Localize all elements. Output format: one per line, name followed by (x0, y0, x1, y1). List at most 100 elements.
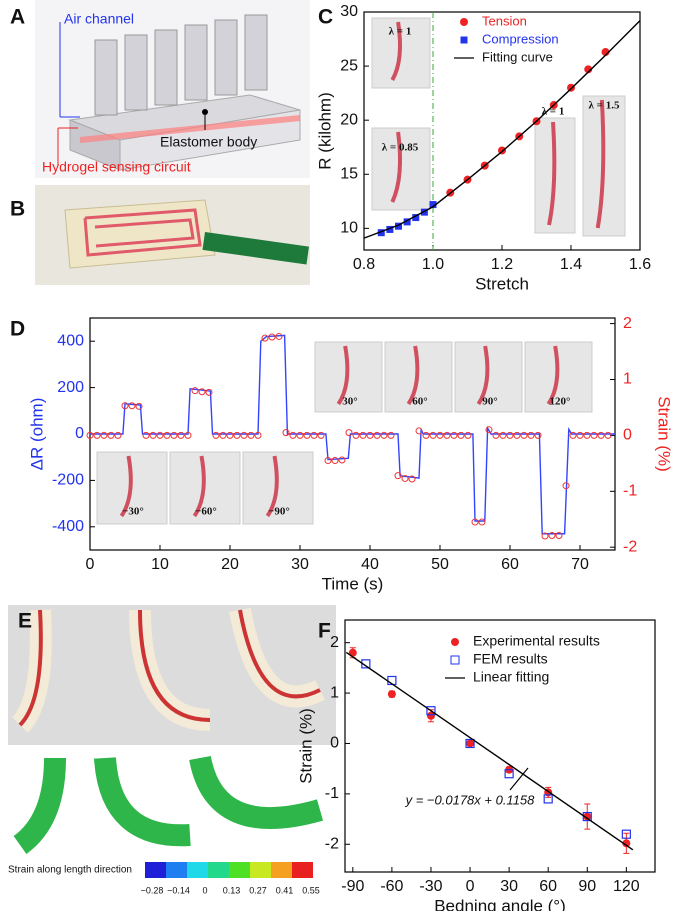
point (241, 432, 247, 438)
x-tick-label: 0 (86, 556, 95, 573)
annotation: −60° (195, 506, 217, 518)
point (493, 432, 499, 438)
legend-swatch (451, 638, 459, 646)
point (570, 432, 576, 438)
point (423, 432, 429, 438)
point (437, 432, 443, 438)
colorbar-label: Strain along length direction (8, 865, 132, 876)
y-tick-label: -400 (52, 518, 84, 535)
colorbar-tick-label: 0.13 (223, 885, 241, 895)
legend-label: Linear fitting (473, 669, 549, 685)
point (227, 432, 233, 438)
x-tick-label: 40 (361, 556, 379, 573)
legend-entry: Experimental results (451, 633, 600, 649)
x-tick-label: 90 (578, 878, 596, 895)
x-tick-label: 10 (151, 556, 169, 573)
annotation: λ = 1.5 (589, 100, 620, 112)
colorbar-tick-label: 0.27 (249, 885, 267, 895)
x-axis-label: Bedning angle (°) (434, 896, 566, 911)
panel-label: A (10, 6, 25, 29)
x-tick-label: 20 (221, 556, 239, 573)
point (94, 432, 100, 438)
annotation: 60° (412, 396, 427, 408)
y-tick-label: 200 (57, 379, 84, 396)
legend-label: Fitting curve (482, 49, 553, 64)
point (528, 432, 534, 438)
point (521, 432, 527, 438)
y-tick-label: 0 (75, 425, 84, 442)
annotation: λ = 0.85 (382, 142, 419, 154)
legend-label: FEM results (473, 651, 548, 667)
legend-label: Compression (482, 31, 559, 46)
point (465, 432, 471, 438)
y2-tick-label: 2 (623, 315, 632, 332)
y-tick-label: 400 (57, 332, 84, 349)
y-tick-label: 2 (330, 634, 339, 651)
annotation: 30° (342, 396, 357, 408)
point (444, 432, 450, 438)
annotation: Hydrogel sensing circuit (42, 159, 191, 175)
panel-b-image (35, 185, 310, 285)
x-tick-label: 1.6 (629, 256, 651, 273)
y-axis-label: ΔR (ohm) (27, 398, 46, 471)
legend-entry: Compression (461, 31, 559, 46)
point (290, 432, 296, 438)
x-tick-label: 60 (501, 556, 519, 573)
y2-tick-label: -2 (623, 538, 637, 555)
x-axis-label: Stretch (475, 274, 529, 293)
legend-label: Experimental results (473, 633, 600, 649)
point (339, 457, 345, 463)
colorbar-tick-label: −0.28 (141, 885, 164, 895)
figure: A Air channel Elastomer body Hydrogel se… (0, 0, 676, 911)
x-tick-label: 120 (613, 878, 640, 895)
x-tick-label: -30 (419, 878, 442, 895)
x-tick-label: 1.2 (491, 256, 513, 273)
point (220, 432, 226, 438)
x-tick-label: -90 (341, 878, 364, 895)
y-tick-label: 10 (340, 220, 358, 237)
point (353, 432, 359, 438)
point (374, 432, 380, 438)
colorbar-tick-label: −0.14 (167, 885, 190, 895)
point (388, 432, 394, 438)
point (360, 432, 366, 438)
y-axis-label: R (kilohm) (315, 92, 334, 169)
legend-swatch (461, 37, 468, 44)
point (388, 690, 396, 698)
point (101, 432, 107, 438)
point (430, 432, 436, 438)
point (591, 432, 597, 438)
colorbar-tick-label: 0.55 (302, 885, 320, 895)
point (318, 432, 324, 438)
legend-entry: Tension (460, 13, 527, 28)
x-tick-label: 60 (539, 878, 557, 895)
point (283, 430, 289, 436)
y-tick-label: -2 (325, 835, 339, 852)
annotation: 90° (482, 396, 497, 408)
x-tick-label: -60 (380, 878, 403, 895)
point (500, 432, 506, 438)
y2-tick-label: 1 (623, 371, 632, 388)
annotation: Elastomer body (160, 134, 257, 150)
annotation: y = −0.0178x + 0.1158 (405, 792, 536, 807)
y-tick-label: 0 (330, 735, 339, 752)
point (311, 432, 317, 438)
point (466, 739, 474, 747)
point (584, 432, 590, 438)
y2-tick-label: -1 (623, 483, 637, 500)
point (171, 432, 177, 438)
point (297, 432, 303, 438)
colorbar (145, 862, 313, 878)
point (458, 432, 464, 438)
panel-label: E (18, 610, 32, 633)
legend-entry: Fitting curve (454, 49, 553, 64)
point (150, 432, 156, 438)
point (248, 432, 254, 438)
point (157, 432, 163, 438)
y2-axis-label: Strain (%) (655, 396, 674, 472)
annotation: −90° (268, 506, 290, 518)
x-tick-label: 0.8 (353, 256, 375, 273)
panel-label: D (10, 318, 25, 341)
y-axis-label: Strain (%) (296, 708, 315, 784)
point (598, 432, 604, 438)
